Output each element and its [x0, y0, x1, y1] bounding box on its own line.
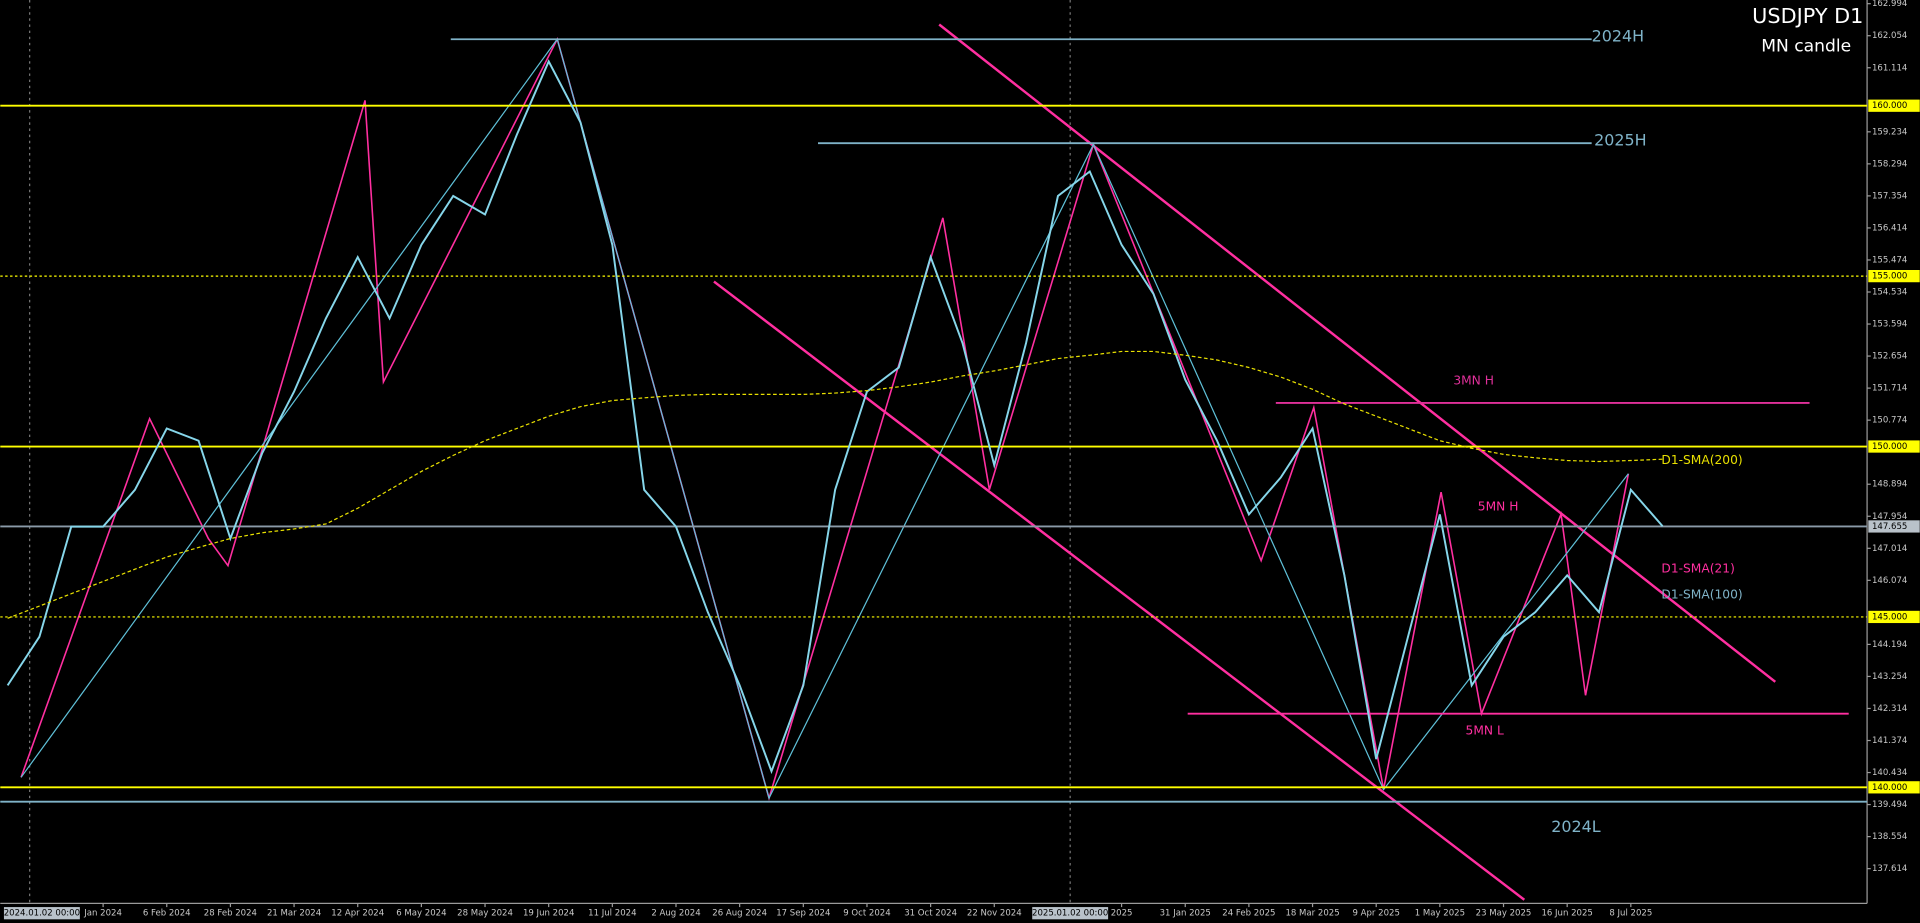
x-tick-label: 31 Oct 2024 [904, 909, 957, 919]
y-tick-label: 143.254 [1872, 672, 1907, 682]
price-line [6, 59, 1664, 775]
y-tick-label: 139.494 [1872, 800, 1907, 810]
x-tick-label: 9 Oct 2024 [843, 909, 890, 919]
x-tick-label: 22 Nov 2024 [967, 909, 1022, 919]
y-tick-label: 156.414 [1872, 223, 1907, 233]
zigzag [20, 37, 1629, 800]
x-tick-label: 16 Jun 2025 [1541, 909, 1592, 919]
level-label: 2025H [1594, 130, 1646, 149]
y-tick-label: 147.014 [1872, 544, 1907, 554]
level-tag-label: 140.000 [1872, 783, 1907, 793]
y-tick-label: 152.654 [1872, 352, 1907, 362]
x-tick-label: 8 Jul 2025 [1609, 909, 1652, 919]
level-tag [1868, 99, 1920, 112]
level-tag [1868, 610, 1920, 624]
y-tick-label: 155.474 [1872, 255, 1907, 265]
level-label: 5MN L [1466, 723, 1504, 737]
annotation: D1-SMA(21) [1661, 562, 1734, 576]
x-tick-label: 2025 [1111, 909, 1133, 919]
x-tick-label: Jan 2024 [83, 909, 122, 919]
level-tag [1868, 520, 1920, 533]
trendline [713, 280, 1526, 901]
y-tick-label: 142.314 [1872, 704, 1907, 714]
y-tick-label: 154.534 [1872, 288, 1907, 298]
x-tick-label: 31 Jan 2025 [1160, 909, 1211, 919]
x-tick-label: 28 Feb 2024 [204, 909, 257, 919]
trendline [938, 23, 1777, 683]
y-tick-label: 137.614 [1872, 864, 1907, 874]
level-tag-label: 147.655 [1872, 522, 1907, 532]
chart-title: USDJPY D1 [1752, 4, 1863, 28]
x-tick-label: 12 Apr 2024 [331, 909, 384, 919]
y-tick-label: 138.554 [1872, 832, 1907, 842]
y-tick-label: 146.074 [1872, 576, 1907, 586]
crosshair-tag [3, 907, 80, 920]
level-tag [1868, 270, 1920, 283]
x-tick-label: 18 Mar 2025 [1285, 909, 1339, 919]
x-tick-label: 26 Aug 2024 [712, 909, 767, 919]
x-tick-label: 24 Feb 2025 [1222, 909, 1275, 919]
y-tick-label: 158.294 [1872, 159, 1907, 169]
level-tag [1868, 781, 1920, 794]
y-tick-label: 150.774 [1872, 416, 1907, 426]
zigzag-long [20, 37, 1629, 800]
x-tick-label: 1 May 2025 [1415, 909, 1465, 919]
series-label: D1-SMA(200) [1661, 453, 1742, 467]
crosshair-label: 2024.01.02 00:00 [4, 909, 80, 919]
y-tick-label: 147.954 [1872, 512, 1907, 522]
level-label: 2024H [1592, 26, 1644, 45]
crosshair-tag [1032, 907, 1109, 920]
x-tick-label: 17 Sep 2024 [776, 909, 830, 919]
x-tick-label: 21 Mar 2024 [267, 909, 321, 919]
y-tick-label: 162.054 [1872, 31, 1907, 41]
level-tag-label: 160.000 [1872, 101, 1907, 111]
level-label: 3MN H [1453, 373, 1494, 387]
x-tick-label: 28 May 2024 [457, 909, 513, 919]
y-tick-label: 144.194 [1872, 640, 1907, 650]
x-tick-label: 23 May 2025 [1476, 909, 1532, 919]
level-tag-label: 145.000 [1872, 612, 1907, 622]
x-tick-label: 6 Feb 2024 [143, 909, 191, 919]
level-label: 2024L [1551, 817, 1600, 836]
x-tick-label: 2 Aug 2024 [651, 909, 700, 919]
annotation: D1-SMA(100) [1661, 587, 1742, 601]
y-tick-label: 141.374 [1872, 736, 1907, 746]
x-tick-label: 6 May 2024 [396, 909, 446, 919]
chart-subtitle: MN candle [1761, 37, 1851, 57]
price-line [7, 350, 1663, 619]
y-tick-label: 151.714 [1872, 384, 1907, 394]
x-tick-label: 19 Jun 2024 [523, 909, 574, 919]
y-tick-label: 148.894 [1872, 480, 1907, 490]
y-tick-label: 162.994 [1872, 0, 1907, 9]
y-tick-label: 140.434 [1872, 768, 1907, 778]
y-tick-label: 161.114 [1872, 63, 1907, 73]
y-tick-label: 157.354 [1872, 191, 1907, 201]
x-tick-label: 9 Apr 2025 [1352, 909, 1399, 919]
level-tag [1868, 440, 1920, 453]
level-tag-label: 150.000 [1872, 442, 1907, 452]
y-tick-label: 153.594 [1872, 320, 1907, 330]
crosshair-label: 2025.01.02 00:00 [1032, 909, 1108, 919]
y-tick-label: 159.234 [1872, 127, 1907, 137]
x-tick-label: 11 Jul 2024 [588, 909, 636, 919]
annotation: 5MN H [1478, 499, 1519, 513]
level-tag-label: 155.000 [1872, 272, 1907, 282]
